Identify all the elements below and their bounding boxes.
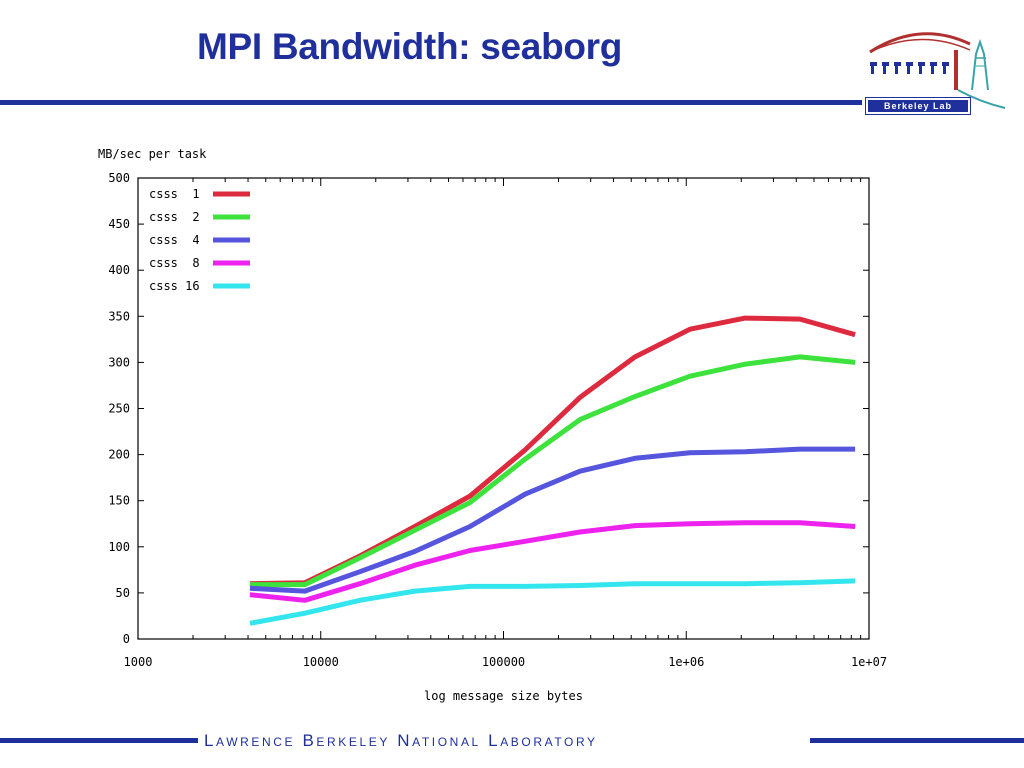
header-rule: [0, 100, 862, 105]
x-tick-label: 10000: [303, 655, 339, 669]
legend-label: csss 1: [149, 187, 200, 201]
footer-text: Lawrence Berkeley National Laboratory: [204, 731, 598, 750]
y-tick-label: 450: [108, 217, 130, 231]
legend-label: csss 8: [149, 256, 200, 270]
legend-label: csss 2: [149, 210, 200, 224]
y-tick-label: 500: [108, 171, 130, 185]
series-line-5: [249, 578, 856, 626]
x-tick-label: 100000: [482, 655, 525, 669]
y-tick-label: 250: [108, 402, 130, 416]
y-tick-label: 50: [116, 586, 130, 600]
footer-rule-left: [0, 738, 198, 743]
x-tick-label: 1e+06: [668, 655, 704, 669]
plot-frame: [137, 177, 870, 640]
legend-label: csss 16: [149, 279, 200, 293]
footer-rule-right: [810, 738, 1024, 743]
y-tick-label: 150: [108, 494, 130, 508]
bandwidth-line-chart: 0 50 100 150 200 250 300 350 400 450 500 1000 10000 1…: [98, 147, 887, 703]
y-axis-label: MB/sec per task: [98, 147, 207, 161]
x-tick-label: 1e+07: [851, 655, 887, 669]
y-tick-label: 350: [108, 309, 130, 323]
y-tick-label: 300: [108, 355, 130, 369]
y-tick-label: 0: [123, 632, 130, 646]
series-line-4: [249, 520, 856, 603]
y-tick-label: 100: [108, 540, 130, 554]
series-line-3: [249, 446, 856, 594]
logo-label-box: Berkeley Lab: [865, 97, 971, 115]
y-tick-label: 200: [108, 448, 130, 462]
slide-title: MPI Bandwidth: seaborg: [197, 26, 623, 67]
berkeley-lab-logo-graphic: [869, 32, 1006, 109]
legend-label: csss 4: [149, 233, 200, 247]
x-tick-label: 1000: [124, 655, 153, 669]
logo-text: Berkeley Lab: [883, 101, 953, 111]
berkeley-lab-logo: Berkeley Lab: [860, 22, 1010, 115]
x-axis-label: log message size bytes: [424, 689, 583, 703]
y-tick-label: 400: [108, 263, 130, 277]
series-line-2: [249, 354, 856, 588]
